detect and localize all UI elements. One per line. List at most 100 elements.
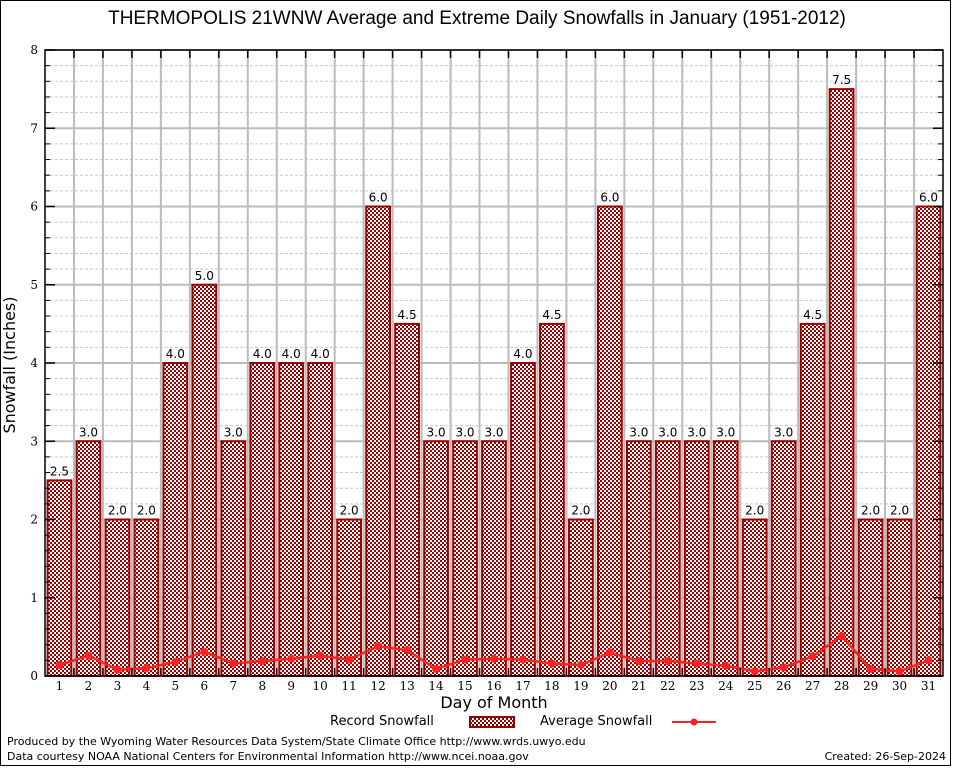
record-bar xyxy=(539,322,565,677)
average-point xyxy=(403,646,412,655)
bar-value-label: 4.0 xyxy=(311,347,330,361)
x-tick-label: 22 xyxy=(660,679,675,693)
bar-value-label: 6.0 xyxy=(600,191,619,205)
x-tick-label: 15 xyxy=(457,679,472,693)
x-tick-label: 26 xyxy=(776,679,791,693)
bar-value-label: 3.0 xyxy=(79,425,98,439)
bar-value-label: 4.5 xyxy=(542,308,561,322)
footer-data-courtesy: Data courtesy NOAA National Centers for … xyxy=(7,750,529,763)
record-bar xyxy=(712,440,739,677)
record-bar xyxy=(423,440,449,677)
plot-border xyxy=(44,49,944,677)
record-bar xyxy=(220,440,247,677)
bar-value-label: 2.0 xyxy=(340,504,359,518)
x-tick-label: 29 xyxy=(863,679,878,693)
average-point xyxy=(837,632,846,641)
x-tick-label: 2 xyxy=(85,679,93,693)
legend-average-marker xyxy=(690,718,698,726)
average-point xyxy=(808,652,817,661)
record-bar xyxy=(278,362,305,677)
bar-value-label: 3.0 xyxy=(687,425,706,439)
x-tick-label: 16 xyxy=(486,679,501,693)
average-point xyxy=(55,661,64,670)
average-point xyxy=(924,656,933,665)
x-tick-label: 1 xyxy=(56,679,64,693)
x-tick-label: 14 xyxy=(428,679,444,693)
x-tick-label: 10 xyxy=(313,679,328,693)
y-tick-label: 0 xyxy=(30,669,38,683)
record-bar xyxy=(336,518,363,677)
bar-value-label: 2.0 xyxy=(108,504,127,518)
legend xyxy=(469,716,716,728)
average-point xyxy=(432,664,441,673)
average-point xyxy=(461,655,470,664)
footer-created: Created: 26-Sep-2024 xyxy=(824,750,946,763)
bar-value-label: 3.0 xyxy=(484,425,503,439)
record-bar xyxy=(307,362,334,677)
record-bar xyxy=(886,518,913,677)
bar-value-label: 4.0 xyxy=(513,347,532,361)
bar-value-label: 3.0 xyxy=(629,425,648,439)
bar-value-label: 4.5 xyxy=(803,308,822,322)
x-tick-label: 27 xyxy=(805,679,820,693)
record-bar xyxy=(596,205,623,677)
x-tick-label: 20 xyxy=(602,679,617,693)
average-point xyxy=(287,654,296,663)
bar-value-label: 3.0 xyxy=(774,425,793,439)
average-point xyxy=(316,651,325,660)
bar-value-label: 4.5 xyxy=(398,308,417,322)
bar-value-label: 6.0 xyxy=(919,191,938,205)
record-bar xyxy=(452,440,478,677)
average-point xyxy=(374,642,383,651)
bar-value-label: 2.0 xyxy=(890,504,909,518)
average-point xyxy=(142,664,151,673)
record-bar xyxy=(249,362,276,677)
average-point xyxy=(345,655,354,664)
average-point xyxy=(779,663,788,672)
record-bar xyxy=(654,440,681,677)
record-bar xyxy=(683,440,710,677)
x-tick-label: 5 xyxy=(172,679,180,693)
average-point xyxy=(721,661,730,670)
record-bar xyxy=(365,205,392,677)
x-tick-label: 28 xyxy=(834,679,849,693)
bar-value-label: 4.0 xyxy=(166,347,185,361)
average-point xyxy=(634,657,643,666)
average-point xyxy=(663,657,672,666)
chart-title: THERMOPOLIS 21WNW Average and Extreme Da… xyxy=(108,8,846,29)
x-axis-label: Day of Month xyxy=(440,693,548,712)
bar-value-label: 3.0 xyxy=(427,425,446,439)
x-tick-label: 25 xyxy=(747,679,762,693)
record-bar xyxy=(799,322,826,677)
record-bar xyxy=(828,88,855,677)
x-tick-label: 8 xyxy=(258,679,266,693)
y-tick-label: 6 xyxy=(30,200,38,214)
record-bar xyxy=(625,440,652,677)
average-point xyxy=(84,651,93,660)
x-tick-label: 19 xyxy=(573,679,588,693)
record-bar xyxy=(104,518,131,677)
y-axis-label: Snowfall (Inches) xyxy=(0,296,19,434)
average-point xyxy=(576,661,585,670)
y-tick-label: 7 xyxy=(30,121,38,135)
bar-value-label: 5.0 xyxy=(195,269,214,283)
average-point xyxy=(171,657,180,666)
bar-value-label: 2.0 xyxy=(571,504,590,518)
record-bar xyxy=(741,518,768,677)
y-tick-label: 8 xyxy=(30,43,38,57)
bar-value-label: 3.0 xyxy=(658,425,677,439)
legend-record-label: Record Snowfall xyxy=(330,714,434,729)
bar-value-label: 2.0 xyxy=(745,504,764,518)
bar-value-label: 3.0 xyxy=(716,425,735,439)
x-tick-label: 13 xyxy=(399,679,414,693)
x-tick-label: 12 xyxy=(370,679,385,693)
bar-value-label: 2.0 xyxy=(137,504,156,518)
bar-value-label: 3.0 xyxy=(224,425,243,439)
average-point xyxy=(866,664,875,673)
record-bar xyxy=(133,518,160,677)
x-tick-label: 17 xyxy=(515,679,530,693)
bar-value-label: 3.0 xyxy=(455,425,474,439)
average-point xyxy=(605,648,614,657)
bar-value-label: 2.5 xyxy=(50,464,69,478)
y-tick-label: 2 xyxy=(30,513,38,527)
